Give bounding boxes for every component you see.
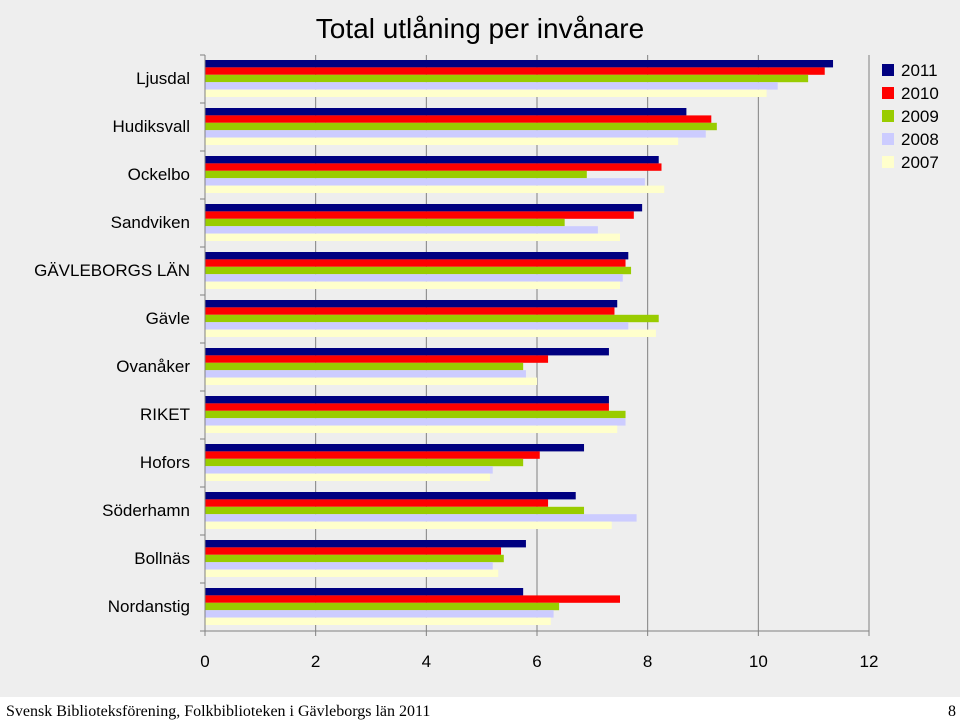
bar-2011-7 [205,396,609,404]
x-tick-label: 6 [532,652,541,671]
x-tick-label: 2 [311,652,320,671]
bar-2011-0 [205,60,834,68]
legend-label-2011: 2011 [901,61,938,80]
legend-swatch-2011 [882,64,894,76]
bar-2011-6 [205,348,609,356]
bar-2007-5 [205,329,656,337]
legend: 2011 2010 2009 2008 2007 [882,61,939,172]
bar-2007-9 [205,521,612,529]
category-label: Bollnäs [134,549,190,568]
bar-2010-2 [205,163,662,171]
bar-2008-0 [205,82,778,90]
category-label: RIKET [140,405,190,424]
bar-2007-10 [205,569,499,577]
x-tick-label: 10 [749,652,768,671]
page-number: 8 [948,703,956,720]
bar-2008-3 [205,226,598,234]
bar-2007-6 [205,377,537,385]
bar-2011-4 [205,252,629,260]
category-label: Söderhamn [102,501,190,520]
bar-2009-0 [205,74,809,83]
category-label: Gävle [146,309,190,328]
x-tick-label: 12 [860,652,879,671]
bar-2008-6 [205,370,526,378]
bar-2008-7 [205,418,626,426]
bar-2007-2 [205,185,665,193]
category-label: Nordanstig [108,597,190,616]
bar-2010-10 [205,547,502,555]
bar-2009-2 [205,170,587,179]
category-label: Hofors [140,453,190,472]
category-label: Ovanåker [116,357,190,376]
bar-2009-1 [205,122,717,131]
chart: Total utlåning per invånare Ljusdal Hudik… [34,13,939,671]
bar-2007-11 [205,617,551,625]
legend-label-2008: 2008 [901,130,939,149]
bar-2010-7 [205,403,609,411]
x-tick-label: 8 [643,652,652,671]
category-label: GÄVLEBORGS LÄN [34,261,190,280]
bars [205,60,834,625]
bar-2007-0 [205,89,767,97]
bar-2011-10 [205,540,526,548]
bar-2010-1 [205,115,712,123]
legend-swatch-2008 [882,133,894,145]
bar-2007-7 [205,425,618,433]
category-labels: Ljusdal Hudiksvall Ockelbo Sandviken GÄVLEBO… [34,69,190,616]
footer-text: Svensk Biblioteksförening, Folkbibliotek… [6,703,431,720]
chart-title: Total utlåning per invånare [316,13,644,44]
legend-label-2009: 2009 [901,107,939,126]
bar-2010-11 [205,595,620,603]
bar-2008-5 [205,322,629,330]
bar-2009-4 [205,266,632,275]
legend-label-2010: 2010 [901,84,939,103]
bar-2011-2 [205,156,659,164]
bar-2008-2 [205,178,645,186]
bar-2008-9 [205,514,637,522]
bar-2010-4 [205,259,626,267]
bar-2010-6 [205,355,549,363]
bar-2008-1 [205,130,706,138]
legend-swatch-2009 [882,110,894,122]
x-tick-labels: 0 2 4 6 8 10 12 [200,631,878,671]
bar-2009-8 [205,458,524,467]
footer: Svensk Biblioteksförening, Folkbibliotek… [0,697,960,725]
bar-2008-8 [205,466,493,474]
bar-2011-9 [205,492,576,500]
bar-2011-11 [205,588,524,596]
bar-2011-1 [205,108,687,116]
x-tick-label: 4 [422,652,431,671]
bar-2010-5 [205,307,615,315]
bar-2010-0 [205,67,825,75]
bar-2008-10 [205,562,493,570]
bar-2008-4 [205,274,623,282]
bar-2007-8 [205,473,490,481]
x-tick-label: 0 [200,652,209,671]
category-label: Ljusdal [136,69,190,88]
bar-2007-1 [205,137,679,145]
bar-2009-5 [205,314,659,323]
bar-2007-4 [205,281,620,289]
bar-2010-3 [205,211,634,219]
bar-2009-3 [205,218,565,227]
bar-2007-3 [205,233,620,241]
bar-2009-7 [205,410,626,419]
bar-2010-8 [205,451,540,459]
legend-label-2007: 2007 [901,153,939,172]
bar-2011-5 [205,300,618,308]
category-label: Hudiksvall [113,117,190,136]
legend-swatch-2010 [882,87,894,99]
bar-2010-9 [205,499,549,507]
bar-2009-9 [205,506,585,515]
bar-2011-3 [205,204,643,212]
bar-2011-8 [205,444,585,452]
category-label: Ockelbo [128,165,190,184]
legend-swatch-2007 [882,156,894,168]
bar-2009-10 [205,554,504,563]
category-label: Sandviken [111,213,190,232]
bar-2008-11 [205,610,554,618]
bar-2009-11 [205,602,560,611]
gridlines [200,54,870,632]
bar-2009-6 [205,362,524,371]
